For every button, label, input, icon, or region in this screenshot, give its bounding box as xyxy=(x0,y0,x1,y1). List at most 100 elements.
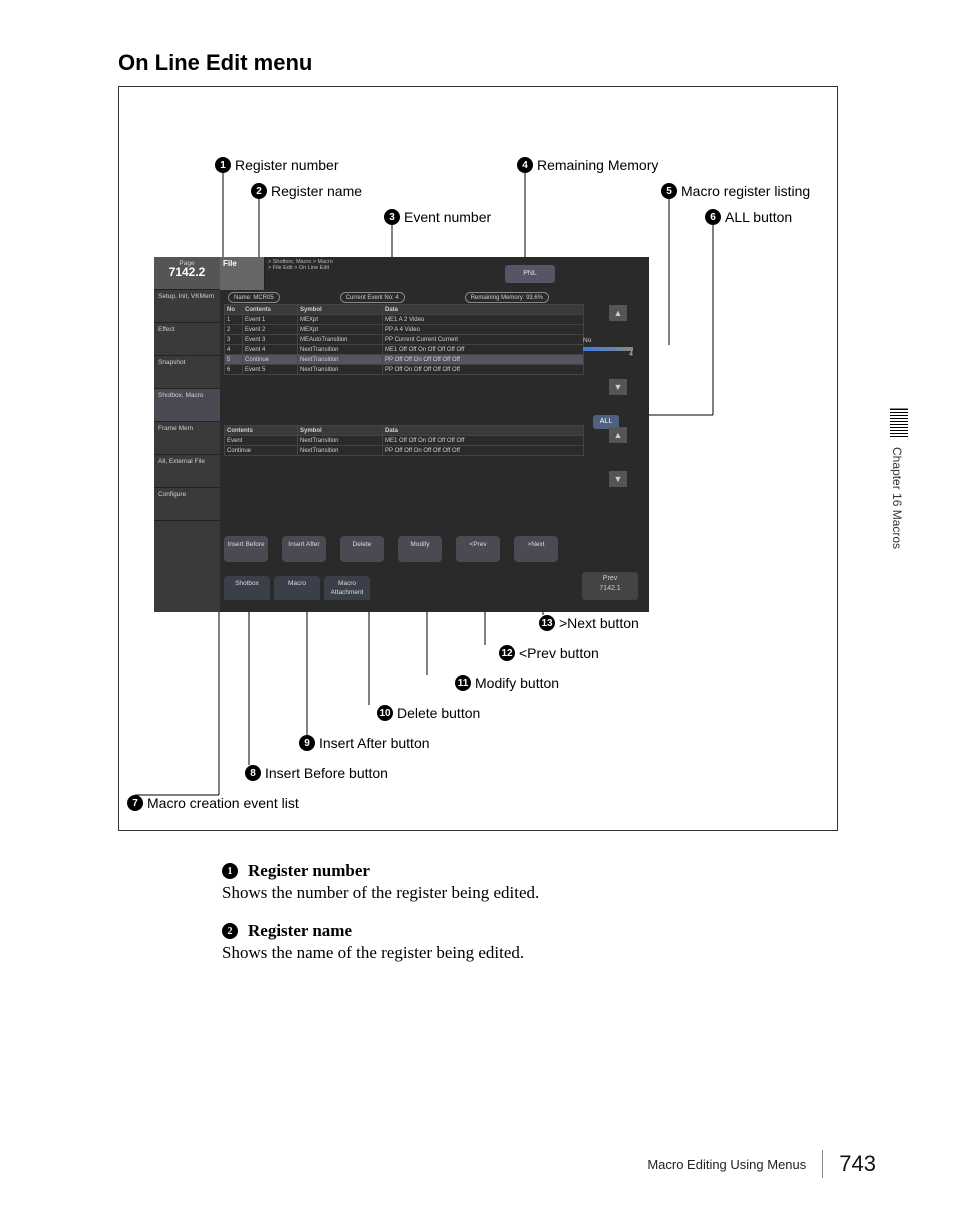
desc-body-2: Shows the name of the register being edi… xyxy=(222,943,782,963)
callout-11-label: Modify button xyxy=(475,675,559,691)
callout-6-label: ALL button xyxy=(725,209,792,225)
callout-13-label: >Next button xyxy=(559,615,639,631)
remaining-memory-oval: Remaining Memory: 93.6% xyxy=(465,292,549,303)
desc-title-1: Register number xyxy=(248,861,370,881)
action-button-1[interactable]: Insert After xyxy=(282,536,326,562)
callout-10: 10 Delete button xyxy=(377,705,480,721)
action-button-row: Insert Before Insert After Delete Modify <Pr… xyxy=(224,536,558,562)
badge-12: 12 xyxy=(499,645,515,661)
badge-11: 11 xyxy=(455,675,471,691)
register-name-oval: Name: MCR05 xyxy=(228,292,280,303)
badge-13: 13 xyxy=(539,615,555,631)
scroll-controls: ▲ ▼ ▲ ▼ xyxy=(609,304,627,488)
scroll-up-1[interactable]: ▲ xyxy=(609,305,627,321)
badge-7: 7 xyxy=(127,795,143,811)
action-button-2[interactable]: Delete xyxy=(340,536,384,562)
callout-6: 6 ALL button xyxy=(705,209,792,225)
figure-container: 1 Register number 2 Register name 3 Even… xyxy=(118,86,838,831)
sidebar-page-num: 7142.2 xyxy=(158,268,216,276)
callout-10-label: Delete button xyxy=(397,705,480,721)
callout-2-label: Register name xyxy=(271,183,362,199)
page-title: On Line Edit menu xyxy=(0,0,954,86)
badge-10: 10 xyxy=(377,705,393,721)
badge-9: 9 xyxy=(299,735,315,751)
info-row: Name: MCR05 Current Event No: 4 Remainin… xyxy=(220,290,649,304)
callout-3-label: Event number xyxy=(404,209,491,225)
pnl-button[interactable]: PNL xyxy=(505,265,555,283)
desc-item-1: 1 Register number Shows the number of th… xyxy=(222,861,782,903)
callout-8-label: Insert Before button xyxy=(265,765,388,781)
bottom-tab-1[interactable]: Macro xyxy=(274,576,320,600)
prev-value: 7142.1 xyxy=(582,584,638,594)
side-tab-stripes xyxy=(890,409,908,437)
footer-page-number: 743 xyxy=(839,1151,876,1177)
sidebar-item-3[interactable]: Shotbox, Macro xyxy=(154,389,220,422)
scroll-down-1[interactable]: ▼ xyxy=(609,379,627,395)
callout-5-label: Macro register listing xyxy=(681,183,810,199)
page-footer: Macro Editing Using Menus 743 xyxy=(0,1150,954,1178)
callout-7-label: Macro creation event list xyxy=(147,795,299,811)
callout-3: 3 Event number xyxy=(384,209,491,225)
badge-4: 4 xyxy=(517,157,533,173)
prev-page-box[interactable]: Prev 7142.1 xyxy=(582,572,638,600)
footer-section: Macro Editing Using Menus xyxy=(647,1157,806,1172)
breadcrumb-2: > File Edit > On Line Edit xyxy=(268,265,382,271)
sidebar-item-1[interactable]: Effect xyxy=(154,323,220,356)
bottom-tab-2[interactable]: Macro Attachment xyxy=(324,576,370,600)
menu-screenshot: Page 7142.2 Setup, Init, VKMem Effect Sn… xyxy=(154,257,649,612)
scroll-up-2[interactable]: ▲ xyxy=(609,427,627,443)
sidebar-page[interactable]: Page 7142.2 xyxy=(154,257,220,290)
prev-label: Prev xyxy=(582,574,638,584)
no-slider-box: No 4 xyxy=(583,337,633,358)
callout-5: 5 Macro register listing xyxy=(661,183,810,199)
screen-sidebar: Page 7142.2 Setup, Init, VKMem Effect Sn… xyxy=(154,257,220,612)
file-cell[interactable]: File xyxy=(220,257,265,290)
action-button-5[interactable]: >Next xyxy=(514,536,558,562)
desc-badge-2: 2 xyxy=(222,923,238,939)
callout-4-label: Remaining Memory xyxy=(537,157,658,173)
action-button-4[interactable]: <Prev xyxy=(456,536,500,562)
badge-5: 5 xyxy=(661,183,677,199)
callout-12-label: <Prev button xyxy=(519,645,599,661)
register-listing-table: NoContentsSymbolData1Event 1MEXptME1 A 2… xyxy=(224,304,584,375)
callout-8: 8 Insert Before button xyxy=(245,765,388,781)
footer-divider xyxy=(822,1150,823,1178)
event-number-oval: Current Event No: 4 xyxy=(340,292,405,303)
callout-2: 2 Register name xyxy=(251,183,362,199)
bottom-tab-row: ShotboxMacroMacro Attachment xyxy=(224,576,370,600)
sidebar-item-5[interactable]: All, External File xyxy=(154,455,220,488)
desc-title-2: Register name xyxy=(248,921,352,941)
action-button-0[interactable]: Insert Before xyxy=(224,536,268,562)
description-section: 1 Register number Shows the number of th… xyxy=(222,861,782,963)
chapter-side-tab: Chapter 16 Macros xyxy=(890,408,908,588)
callout-1-label: Register number xyxy=(235,157,339,173)
badge-1: 1 xyxy=(215,157,231,173)
no-label: No xyxy=(583,337,633,344)
callout-9: 9 Insert After button xyxy=(299,735,430,751)
desc-badge-1: 1 xyxy=(222,863,238,879)
callout-9-label: Insert After button xyxy=(319,735,430,751)
sidebar-item-2[interactable]: Snapshot xyxy=(154,356,220,389)
scroll-down-2[interactable]: ▼ xyxy=(609,471,627,487)
callout-7: 7 Macro creation event list xyxy=(127,795,299,811)
sidebar-item-4[interactable]: Frame Mem xyxy=(154,422,220,455)
desc-body-1: Shows the number of the register being e… xyxy=(222,883,782,903)
callout-1: 1 Register number xyxy=(215,157,339,173)
side-tab-text: Chapter 16 Macros xyxy=(890,437,904,549)
file-title: File xyxy=(223,259,261,268)
badge-3: 3 xyxy=(384,209,400,225)
sidebar-item-0[interactable]: Setup, Init, VKMem xyxy=(154,290,220,323)
callout-4: 4 Remaining Memory xyxy=(517,157,658,173)
callout-13: 13 >Next button xyxy=(539,615,639,631)
desc-item-2: 2 Register name Shows the name of the re… xyxy=(222,921,782,963)
badge-2: 2 xyxy=(251,183,267,199)
sidebar-item-6[interactable]: Configure xyxy=(154,488,220,521)
bottom-tab-0[interactable]: Shotbox xyxy=(224,576,270,600)
badge-6: 6 xyxy=(705,209,721,225)
badge-8: 8 xyxy=(245,765,261,781)
action-button-3[interactable]: Modify xyxy=(398,536,442,562)
event-list-table: ContentsSymbolDataEventNextTransitionME1… xyxy=(224,425,584,456)
breadcrumb: > Shotbox, Macro > Macro > File Edit > O… xyxy=(265,257,385,290)
callout-11: 11 Modify button xyxy=(455,675,559,691)
callout-12: 12 <Prev button xyxy=(499,645,599,661)
